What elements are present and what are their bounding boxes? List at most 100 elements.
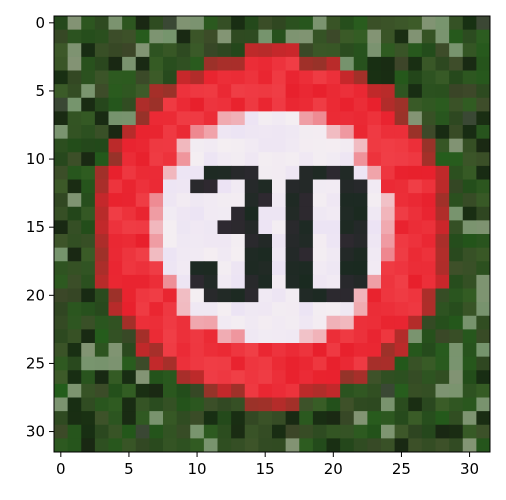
- pixel-cell: [108, 179, 123, 194]
- pixel-cell: [122, 424, 137, 439]
- pixel-cell: [67, 220, 82, 235]
- pixel-cell: [54, 56, 69, 71]
- pixel-cell: [67, 343, 82, 358]
- pixel-cell: [476, 111, 491, 126]
- pixel-cell: [108, 152, 123, 167]
- pixel-cell: [149, 138, 164, 153]
- pixel-cell: [462, 370, 477, 385]
- pixel-cell: [149, 288, 164, 303]
- pixel-cell: [244, 152, 259, 167]
- pixel-cell: [217, 179, 232, 194]
- pixel-cell: [381, 315, 396, 330]
- pixel-cell: [326, 302, 341, 317]
- pixel-cell: [312, 315, 327, 330]
- pixel-cell: [67, 247, 82, 262]
- pixel-cell: [340, 220, 355, 235]
- pixel-cell: [381, 165, 396, 180]
- pixel-cell: [149, 125, 164, 140]
- pixel-cell: [381, 125, 396, 140]
- pixel-cell: [231, 97, 246, 112]
- pixel-cell: [231, 29, 246, 44]
- pixel-cell: [285, 16, 300, 31]
- pixel-cell: [353, 138, 368, 153]
- pixel-cell: [381, 356, 396, 371]
- pixel-cell: [122, 288, 137, 303]
- pixel-cell: [67, 370, 82, 385]
- pixel-cell: [272, 397, 287, 412]
- pixel-cell: [353, 179, 368, 194]
- pixel-cell: [163, 411, 178, 426]
- pixel-cell: [258, 43, 273, 58]
- pixel-cell: [435, 411, 450, 426]
- pixel-cell: [81, 97, 96, 112]
- pixel-cell: [435, 111, 450, 126]
- pixel-cell: [421, 370, 436, 385]
- pixel-cell: [163, 343, 178, 358]
- pixel-cell: [258, 302, 273, 317]
- pixel-cell: [163, 356, 178, 371]
- pixel-cell: [285, 383, 300, 398]
- pixel-cell: [190, 43, 205, 58]
- pixel-cell: [326, 165, 341, 180]
- pixel-cell: [81, 247, 96, 262]
- pixel-cell: [244, 315, 259, 330]
- pixel-cell: [381, 274, 396, 289]
- pixel-cell: [326, 383, 341, 398]
- pixel-cell: [272, 111, 287, 126]
- pixel-cell: [149, 397, 164, 412]
- pixel-cell: [299, 56, 314, 71]
- pixel-cell: [190, 397, 205, 412]
- pixel-cell: [285, 152, 300, 167]
- pixel-cell: [394, 302, 409, 317]
- pixel-cell: [476, 315, 491, 330]
- pixel-cell: [421, 356, 436, 371]
- pixel-cell: [421, 29, 436, 44]
- pixel-cell: [340, 84, 355, 99]
- pixel-cell: [258, 343, 273, 358]
- pixel-cell: [176, 247, 191, 262]
- pixel-cell: [217, 247, 232, 262]
- pixel-cell: [340, 29, 355, 44]
- pixel-cell: [285, 56, 300, 71]
- pixel-cell: [149, 165, 164, 180]
- pixel-cell: [285, 84, 300, 99]
- pixel-cell: [149, 193, 164, 208]
- pixel-cell: [108, 234, 123, 249]
- pixel-cell: [231, 274, 246, 289]
- pixel-cell: [81, 424, 96, 439]
- pixel-cell: [122, 370, 137, 385]
- pixel-cell: [258, 29, 273, 44]
- pixel-cell: [367, 125, 382, 140]
- pixel-cell: [203, 56, 218, 71]
- pixel-cell: [108, 84, 123, 99]
- pixel-cell: [244, 424, 259, 439]
- pixel-cell: [353, 56, 368, 71]
- pixel-cell: [190, 56, 205, 71]
- pixel-cell: [190, 97, 205, 112]
- pixel-cell: [340, 165, 355, 180]
- pixel-cell: [108, 56, 123, 71]
- pixel-cell: [353, 411, 368, 426]
- pixel-cell: [149, 29, 164, 44]
- pixel-cell: [176, 274, 191, 289]
- pixel-cell: [54, 356, 69, 371]
- pixel-cell: [149, 84, 164, 99]
- pixel-cell: [462, 16, 477, 31]
- pixel-cell: [108, 383, 123, 398]
- pixel-cell: [340, 152, 355, 167]
- pixel-cell: [122, 152, 137, 167]
- pixel-cell: [272, 261, 287, 276]
- pixel-cell: [435, 424, 450, 439]
- pixel-cell: [108, 70, 123, 85]
- pixel-cell: [367, 397, 382, 412]
- pixel-cell: [381, 397, 396, 412]
- pixel-cell: [353, 315, 368, 330]
- pixel-cell: [258, 424, 273, 439]
- pixel-cell: [67, 411, 82, 426]
- pixel-cell: [67, 356, 82, 371]
- pixel-cell: [122, 315, 137, 330]
- pixel-cell: [312, 70, 327, 85]
- pixel-cell: [258, 179, 273, 194]
- y-tick-label: 20: [26, 286, 45, 304]
- pixel-cell: [149, 383, 164, 398]
